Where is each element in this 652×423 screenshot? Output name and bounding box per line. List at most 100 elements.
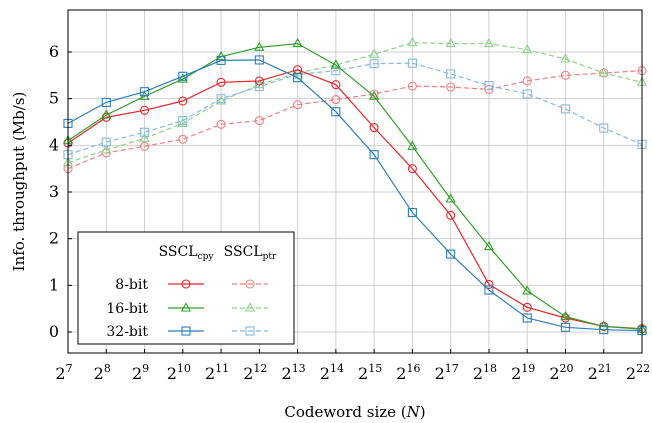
y-tick-label: 0 (49, 322, 59, 341)
y-tick-label: 6 (49, 42, 59, 61)
data-point-square (599, 123, 609, 133)
y-tick-label: 1 (49, 275, 59, 294)
data-point-circle (293, 100, 303, 110)
data-point-circle (407, 81, 417, 91)
x-tick-label: 212 (243, 362, 267, 383)
data-point-triangle (177, 117, 188, 127)
x-tick-label: 222 (626, 362, 650, 383)
x-tick-label: 27 (55, 362, 72, 383)
series-line (67, 70, 643, 170)
data-point-circle (446, 82, 456, 92)
y-tick-label: 2 (49, 229, 59, 248)
x-tick-label: 218 (473, 362, 497, 383)
x-tick-label: 216 (396, 362, 420, 383)
x-tick-label: 29 (132, 362, 149, 383)
data-point-square (331, 107, 341, 117)
data-point-circle (254, 116, 264, 126)
data-point-triangle (180, 302, 192, 312)
data-point-square (560, 104, 571, 114)
data-point-triangle (330, 59, 341, 69)
data-point-square (522, 89, 532, 99)
data-point-triangle (483, 240, 495, 251)
data-point-square (139, 127, 150, 137)
data-point-circle (254, 76, 264, 86)
series-16-bit-ptr (62, 36, 648, 167)
tick-labels: 27 28 29 210 211 212 213 214 215 216 217 218 219 220 2… (49, 42, 650, 383)
grid (67, 10, 643, 353)
data-point-triangle (292, 37, 303, 48)
data-point-triangle (101, 144, 112, 154)
x-tick-label: 215 (358, 362, 382, 383)
data-point-triangle (522, 285, 533, 295)
series-8-bit-ptr (63, 66, 647, 174)
x-tick-label: 219 (511, 362, 535, 383)
data-point-square (407, 207, 417, 218)
series-layer (62, 36, 648, 336)
legend: SSCLcpy SSCLptr 8-bit 16-bit 32-bit (77, 231, 295, 345)
x-tick-label: 220 (549, 362, 573, 383)
x-tick-label: 221 (588, 362, 612, 383)
data-point-triangle (369, 90, 380, 100)
data-point-triangle (244, 302, 256, 312)
data-point-circle (331, 95, 341, 105)
data-point-circle (139, 141, 150, 151)
data-point-triangle (254, 78, 265, 89)
legend-row-label: 32-bit (106, 324, 148, 340)
data-point-triangle (254, 41, 265, 51)
data-point-circle (181, 279, 191, 289)
data-point-triangle (483, 37, 495, 48)
data-point-triangle (560, 310, 571, 321)
data-point-triangle (445, 193, 456, 203)
data-point-square (331, 66, 341, 76)
data-point-square (101, 97, 111, 107)
x-tick-label: 28 (94, 362, 111, 383)
data-point-square (369, 59, 379, 69)
data-point-square (245, 326, 255, 336)
data-point-square (560, 322, 571, 332)
data-point-circle (216, 119, 226, 129)
x-tick-label: 211 (205, 362, 229, 383)
series-line (67, 62, 643, 156)
data-point-square (484, 81, 494, 91)
data-point-triangle (522, 43, 533, 54)
data-point-square (599, 325, 609, 335)
data-point-triangle (407, 36, 418, 47)
data-point-triangle (598, 67, 609, 77)
data-point-circle (139, 105, 150, 115)
data-point-square (139, 87, 150, 97)
plot-frame (67, 9, 643, 354)
data-point-circle (522, 302, 532, 312)
data-point-circle (484, 279, 494, 289)
data-point-square (254, 55, 264, 65)
data-point-triangle (292, 67, 303, 77)
y-tick-label: 4 (49, 135, 59, 154)
legend-row-label: 8-bit (115, 277, 148, 293)
data-point-square (522, 313, 532, 323)
data-point-circle (178, 134, 188, 144)
data-point-triangle (407, 140, 418, 150)
y-tick-label: 3 (49, 182, 59, 201)
data-point-circle (245, 279, 255, 289)
data-point-square (101, 137, 111, 147)
data-point-triangle (369, 48, 380, 58)
data-point-square (216, 55, 226, 65)
data-point-circle (331, 80, 341, 90)
data-point-circle (522, 76, 532, 86)
data-point-square (293, 73, 303, 83)
data-point-square (178, 116, 188, 126)
data-point-circle (216, 77, 226, 87)
series-line (67, 59, 643, 332)
series-line (67, 69, 643, 330)
data-point-square (216, 94, 226, 104)
x-axis-title: Codeword size (N) (284, 403, 425, 421)
data-point-circle (560, 70, 571, 80)
series-32-bit-cpy (63, 55, 647, 336)
data-point-square (446, 249, 456, 259)
x-tick-label: 213 (282, 362, 306, 383)
data-point-triangle (445, 37, 456, 48)
data-point-square (407, 58, 417, 68)
y-axis-title: Info. throughput (Mb/s) (10, 92, 28, 272)
data-point-circle (407, 164, 417, 174)
data-point-square (446, 69, 456, 79)
